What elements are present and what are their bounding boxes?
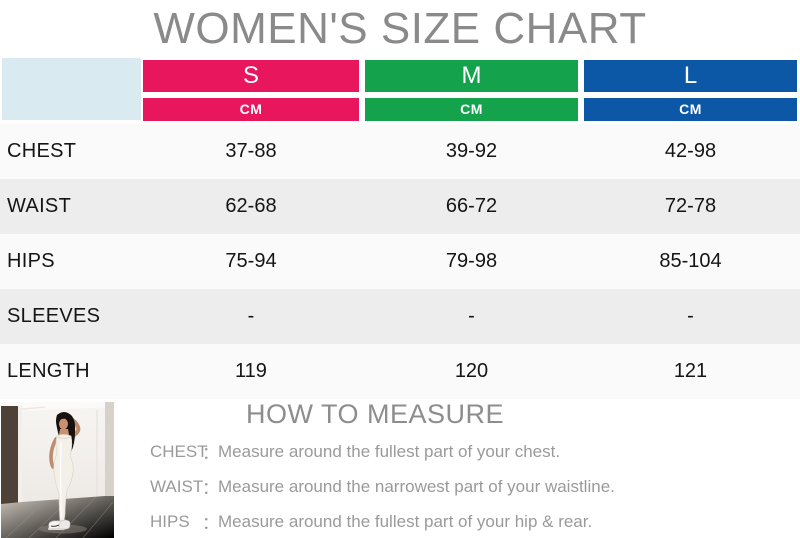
header-size-s: S <box>143 60 359 92</box>
table-row-sleeves: SLEEVES - - - <box>0 289 800 344</box>
header-unit-m: CM <box>365 98 578 121</box>
cell-sleeves-l: - <box>687 305 694 327</box>
how-to-measure-title: HOW TO MEASURE <box>245 399 505 429</box>
model-photo-illustration <box>1 402 114 538</box>
measure-label: CHEST <box>150 441 208 461</box>
header-unit-s: CM <box>143 98 359 121</box>
cell-length-m: 120 <box>454 360 489 382</box>
cell-sleeves-s: - <box>247 305 255 327</box>
row-label: LENGTH <box>7 360 90 382</box>
header-size-l: L <box>584 60 797 92</box>
measure-colon: ： <box>202 444 219 463</box>
cell-chest-s: 37-88 <box>225 140 277 162</box>
measure-item-waist: WAIST ： Measure around the narrowest par… <box>150 469 750 504</box>
cell-sleeves-m: - <box>468 305 475 327</box>
cell-length-l: 121 <box>673 360 708 382</box>
table-row-length: LENGTH 119 120 121 <box>0 344 800 399</box>
cell-hips-s: 75-94 <box>225 250 277 272</box>
measure-colon: ： <box>202 514 219 533</box>
table-row-hips: HIPS 75-94 79-98 85-104 <box>0 234 800 289</box>
row-label: WAIST <box>7 195 72 217</box>
measure-label: WAIST <box>150 476 204 496</box>
header-unit-l: CM <box>584 98 797 121</box>
measure-colon: ： <box>202 479 219 498</box>
cell-waist-s: 62-68 <box>225 195 277 217</box>
measure-text: Measure around the fullest part of your … <box>218 511 593 531</box>
cell-waist-l: 72-78 <box>664 195 717 217</box>
cell-chest-m: 39-92 <box>445 140 498 162</box>
table-corner-cell <box>2 58 141 120</box>
model-photo <box>1 402 114 538</box>
measure-item-hips: HIPS ： Measure around the fullest part o… <box>150 504 750 538</box>
measure-list: CHEST ： Measure around the fullest part … <box>150 434 750 538</box>
measure-text: Measure around the fullest part of your … <box>218 441 561 461</box>
cell-hips-l: 85-104 <box>659 250 722 272</box>
cell-chest-l: 42-98 <box>664 140 717 162</box>
measure-item-chest: CHEST ： Measure around the fullest part … <box>150 434 750 469</box>
measure-label: HIPS <box>150 511 190 531</box>
row-label: SLEEVES <box>7 305 101 327</box>
row-label: HIPS <box>7 250 55 272</box>
cell-length-s: 119 <box>235 360 267 382</box>
measure-text: Measure around the narrowest part of you… <box>218 476 615 496</box>
page-title: WOMEN'S SIZE CHART <box>153 4 647 53</box>
table-row-chest: CHEST 37-88 39-92 42-98 <box>0 124 800 179</box>
row-label: CHEST <box>7 140 77 162</box>
table-row-waist: WAIST 62-68 66-72 72-78 <box>0 179 800 234</box>
header-size-m: M <box>365 60 578 92</box>
cell-waist-m: 66-72 <box>445 195 498 217</box>
cell-hips-m: 79-98 <box>445 250 498 272</box>
